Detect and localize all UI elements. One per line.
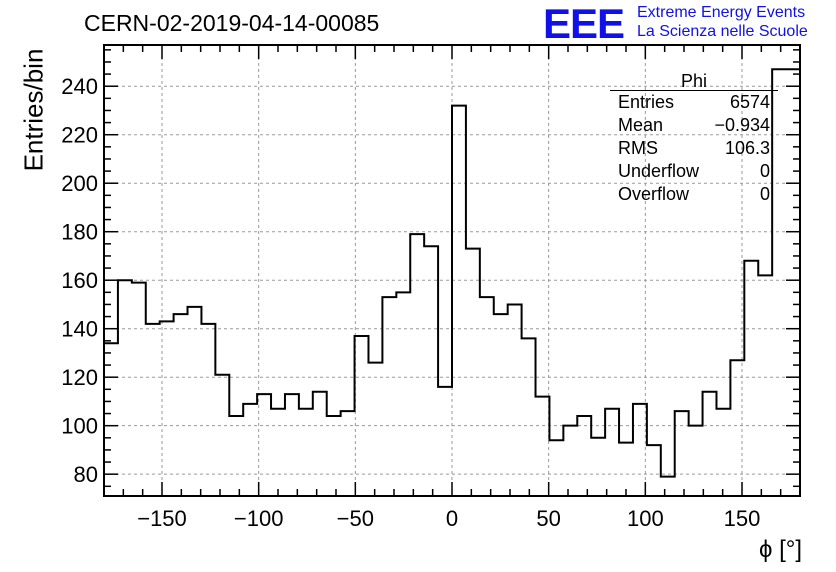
y-axis-label: Entries/bin xyxy=(18,48,49,172)
histogram-step-line xyxy=(103,68,800,496)
stats-value: −0.934 xyxy=(714,115,770,135)
x-tick-label: 50 xyxy=(536,506,560,531)
x-tick-label: −150 xyxy=(137,506,187,531)
x-tick-label: −100 xyxy=(234,506,284,531)
x-axis-label: ϕ [°] xyxy=(758,536,802,563)
stats-label: Overflow xyxy=(618,184,690,204)
y-tick-label: 80 xyxy=(74,462,98,487)
logo-caption-line-1: Extreme Energy Events xyxy=(637,4,806,21)
y-tick-label: 140 xyxy=(61,317,98,342)
stats-row-entries: Entries 6574 xyxy=(610,91,778,114)
x-tick-label: 0 xyxy=(446,506,458,531)
stats-label: Mean xyxy=(618,115,664,135)
stats-value: 0 xyxy=(759,184,770,204)
stats-row-overflow: Overflow 0 xyxy=(610,183,778,206)
y-tick-label: 100 xyxy=(61,414,98,439)
y-tick-label: 220 xyxy=(61,123,98,148)
logo-caption: Extreme Energy Events La Scienza nelle S… xyxy=(637,3,808,41)
stats-row-mean: Mean −0.934 xyxy=(610,114,778,137)
x-tick-label: 150 xyxy=(724,506,761,531)
y-tick-label: 180 xyxy=(61,220,98,245)
stats-value: 6574 xyxy=(729,92,770,112)
stats-row-rms: RMS 106.3 xyxy=(610,137,778,160)
eee-logo: EEE xyxy=(543,0,625,47)
stats-label: Entries xyxy=(618,92,675,112)
x-tick-label: −50 xyxy=(337,506,374,531)
x-tick-label: 100 xyxy=(627,506,664,531)
run-title: CERN-02-2019-04-14-00085 xyxy=(84,10,380,36)
y-tick-label: 160 xyxy=(61,268,98,293)
axis-ticks xyxy=(103,45,801,496)
logo-caption-line-2: La Scienza nelle Scuole xyxy=(637,23,808,40)
stats-value: 0 xyxy=(759,161,770,181)
stats-title: Phi xyxy=(610,72,778,91)
stats-label: RMS xyxy=(618,138,658,158)
y-tick-label: 240 xyxy=(61,74,98,99)
y-tick-label: 120 xyxy=(61,365,98,390)
y-tick-label: 200 xyxy=(61,171,98,196)
stats-box: Phi Entries 6574 Mean −0.934 RMS 106.3 U… xyxy=(610,72,778,206)
stats-row-underflow: Underflow 0 xyxy=(610,160,778,183)
tick-labels: −150 −100 −50 0 50 100 150 80 100 120 140 160 180 200… xyxy=(61,74,760,531)
stats-label: Underflow xyxy=(618,161,700,181)
stats-value: 106.3 xyxy=(724,138,770,158)
